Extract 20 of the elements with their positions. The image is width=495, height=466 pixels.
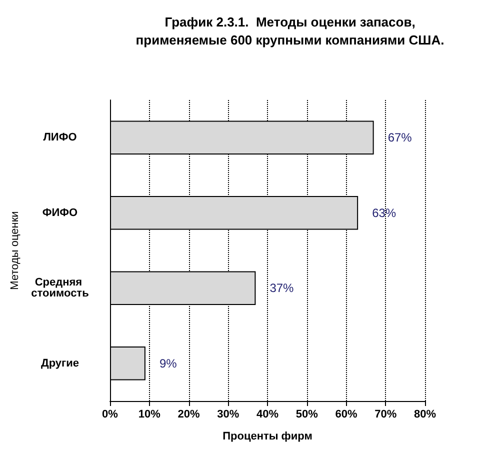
x-tick-label: 10% [138, 408, 161, 420]
y-tick-label: ФИФО [42, 206, 78, 219]
x-tick-label: 50% [296, 408, 318, 420]
x-tick-label: 0% [102, 408, 118, 420]
y-tick-label: Средняя стоимость [31, 276, 90, 300]
x-tick-label: 40% [256, 408, 279, 420]
y-axis-title: Методы оценки [8, 211, 21, 290]
x-tick-label: 80% [414, 408, 436, 420]
x-tick-label: 20% [178, 408, 200, 420]
data-label: 67% [388, 130, 412, 145]
chart-title: График 2.3.1. Методы оценки запасов, применяемые 600 крупными компаниями США. [136, 14, 444, 48]
data-label: 9% [159, 356, 178, 370]
x-tick-label: 30% [217, 408, 240, 420]
x-tick-label: 70% [374, 408, 397, 420]
data-label: 63% [372, 206, 396, 220]
y-tick-label: Другие [41, 357, 79, 370]
x-axis-title: Проценты фирм [222, 430, 312, 442]
y-tick-label: ЛИФО [43, 132, 78, 144]
x-tick-label: 60% [335, 408, 358, 420]
data-label: 37% [270, 281, 294, 296]
